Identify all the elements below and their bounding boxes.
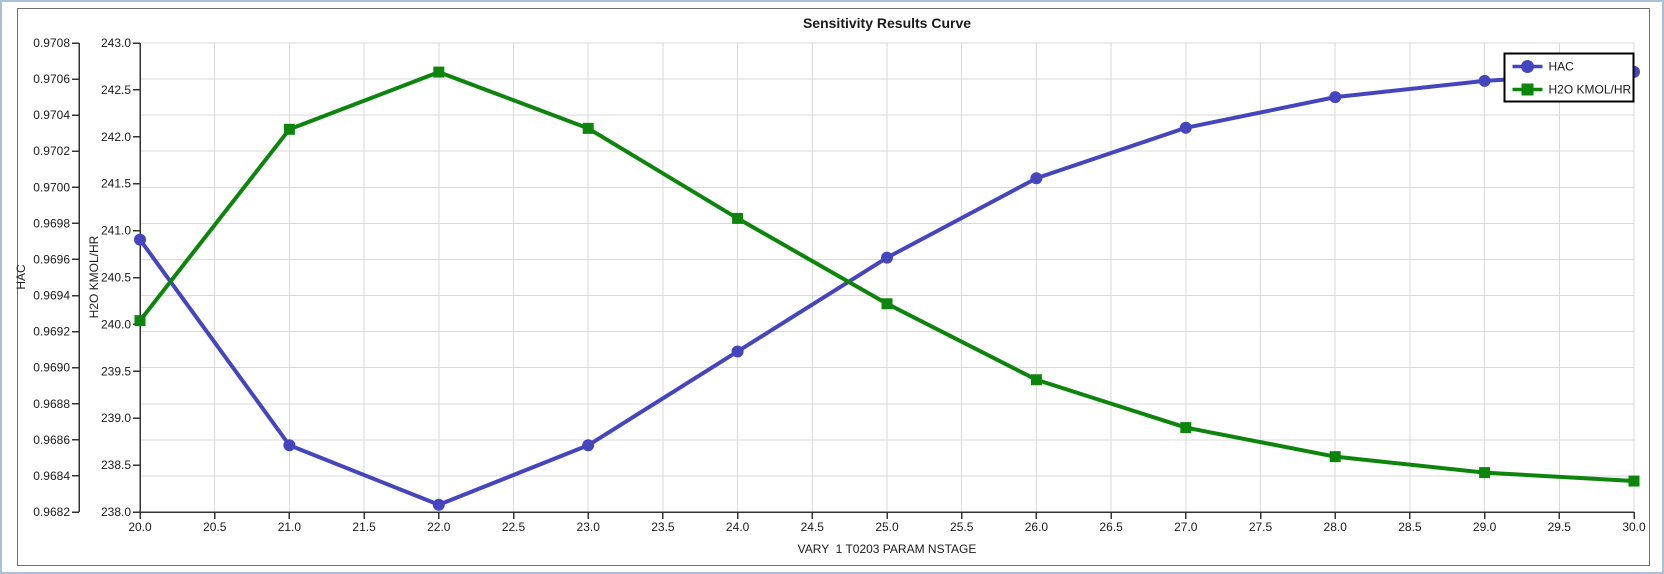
data-point-marker-hac (582, 439, 595, 452)
chart-title: Sensitivity Results Curve (803, 15, 971, 31)
legend-entry-h2o[interactable]: H2O KMOL/HR (1512, 83, 1632, 97)
h2o-tick-label: 238.5 (101, 458, 131, 472)
h2o-tick-label: 238.0 (101, 505, 131, 519)
hac-tick-label: 0.9700 (33, 180, 70, 194)
h2o-tick-label: 239.5 (101, 364, 131, 378)
data-point-marker-h2o (582, 122, 594, 134)
legend-entry-hac[interactable]: HAC (1512, 60, 1575, 74)
data-point-marker-h2o (283, 123, 295, 135)
h2o-tick-label: 243.0 (101, 36, 131, 50)
y-axis-title-h2o: H2O KMOL/HR (87, 235, 101, 318)
x-tick-label: 24.5 (801, 520, 825, 534)
h2o-tick-label: 242.0 (101, 130, 131, 144)
x-tick-label: 29.0 (1473, 520, 1497, 534)
hac-tick-label: 0.9706 (33, 72, 70, 86)
legend-label: H2O KMOL/HR (1549, 83, 1632, 97)
h2o-tick-label: 242.5 (101, 83, 131, 97)
axes-layer: 20.0 20.5 21.0 21.5 22.0 22.5 23.0 23.5 24.0 24.5… (33, 36, 1646, 534)
data-point-marker-hac (1030, 172, 1043, 185)
x-tick-label: 25.5 (950, 520, 974, 534)
series-layer (134, 65, 1640, 511)
x-tick-label: 21.5 (352, 520, 376, 534)
data-point-marker-h2o (1329, 451, 1341, 463)
x-tick-label: 27.0 (1174, 520, 1198, 534)
data-point-marker-h2o (1628, 475, 1640, 487)
hac-tick-label: 0.9686 (33, 433, 70, 447)
h2o-tick-label: 240.5 (101, 271, 131, 285)
x-tick-label: 26.0 (1025, 520, 1049, 534)
data-point-marker-hac (283, 439, 296, 452)
data-point-marker-h2o (1479, 467, 1491, 479)
y-axis-title-hac: HAC (14, 264, 28, 290)
hac-tick-label: 0.9688 (33, 397, 70, 411)
x-tick-label: 29.5 (1548, 520, 1572, 534)
x-axis-title: VARY 1 T0203 PARAM NSTAGE (798, 542, 977, 556)
x-tick-label: 28.0 (1324, 520, 1348, 534)
x-tick-label: 21.0 (278, 520, 302, 534)
legend[interactable]: HAC H2O KMOL/HR (1503, 52, 1635, 103)
data-point-marker-h2o (881, 298, 893, 310)
x-tick-label: 23.0 (577, 520, 601, 534)
data-point-marker-h2o (732, 212, 744, 224)
legend-circle-marker-icon (1521, 60, 1534, 73)
x-tick-label: 28.5 (1398, 520, 1422, 534)
data-point-marker-hac (881, 251, 893, 264)
hac-tick-label: 0.9690 (33, 361, 70, 375)
data-point-marker-hac (432, 498, 445, 511)
h2o-tick-label: 240.0 (101, 317, 131, 331)
data-point-marker-hac (1329, 91, 1342, 104)
h2o-tick-label: 241.0 (101, 224, 131, 238)
hac-tick-label: 0.9684 (33, 469, 70, 483)
x-tick-label: 27.5 (1249, 520, 1273, 534)
x-tick-label: 22.0 (427, 520, 451, 534)
hac-tick-label: 0.9698 (33, 216, 70, 230)
data-point-marker-hac (1478, 74, 1491, 87)
x-tick-label: 20.5 (203, 520, 227, 534)
x-tick-label: 25.0 (875, 520, 899, 534)
h2o-tick-label: 239.0 (101, 411, 131, 425)
x-tick-label: 20.0 (128, 520, 152, 534)
x-tick-label: 24.0 (726, 520, 750, 534)
data-point-marker-hac (1179, 121, 1192, 134)
grid-layer (139, 42, 1635, 513)
hac-tick-label: 0.9692 (33, 325, 70, 339)
x-tick-label: 26.5 (1099, 520, 1123, 534)
hac-tick-label: 0.9682 (33, 505, 70, 519)
data-point-marker-hac (731, 345, 744, 358)
data-point-marker-h2o (1030, 374, 1042, 386)
x-tick-label: 23.5 (651, 520, 675, 534)
x-tick-label: 22.5 (502, 520, 526, 534)
hac-tick-label: 0.9694 (33, 289, 70, 303)
x-tick-label: 30.0 (1622, 520, 1646, 534)
data-point-marker-h2o (134, 315, 146, 327)
legend-square-marker-icon (1521, 83, 1534, 96)
hac-tick-label: 0.9708 (33, 36, 70, 50)
data-point-marker-hac (134, 233, 146, 246)
hac-tick-label: 0.9696 (33, 252, 70, 266)
hac-tick-label: 0.9702 (33, 144, 70, 158)
legend-label: HAC (1549, 60, 1575, 74)
h2o-tick-label: 241.5 (101, 177, 131, 191)
data-point-marker-h2o (433, 66, 445, 78)
hac-tick-label: 0.9704 (33, 108, 70, 122)
data-point-marker-h2o (1180, 422, 1192, 434)
